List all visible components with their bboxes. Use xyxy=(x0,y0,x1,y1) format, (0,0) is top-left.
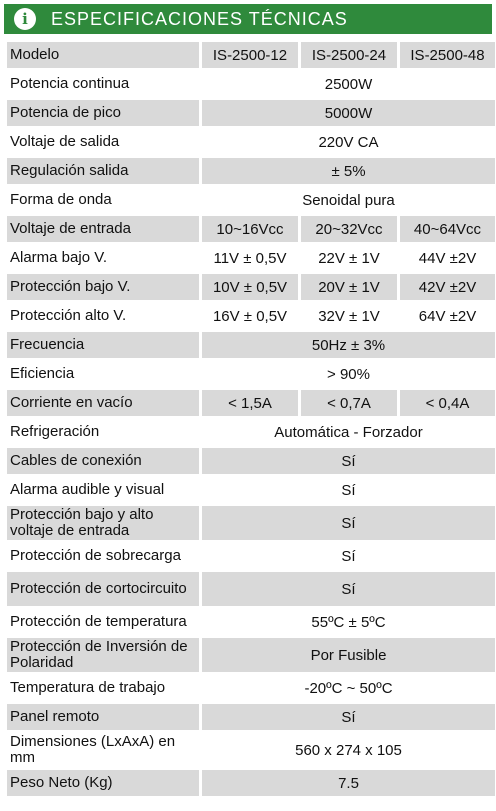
column-header-24v: IS-2500-24 xyxy=(301,42,397,68)
spec-value: > 90% xyxy=(327,365,370,383)
spec-label: Potencia continua xyxy=(10,75,130,92)
spec-value: -20ºC ~ 50ºC xyxy=(304,679,393,697)
spec-label: Protección de sobrecarga xyxy=(10,547,181,564)
spec-value: 11V ± 0,5V xyxy=(213,249,287,267)
spec-value: Por Fusible xyxy=(202,638,495,672)
spec-value: Sí xyxy=(341,547,356,565)
spec-value: 10V ± 0,5V xyxy=(202,274,298,300)
spec-label: Protección bajo V. xyxy=(7,274,199,300)
spec-value: 32V ± 1V xyxy=(318,307,380,325)
specs-table: Modelo IS-2500-12 IS-2500-24 IS-2500-48 … xyxy=(4,39,496,799)
spec-value: 20V ± 1V xyxy=(301,274,397,300)
table-row: Temperatura de trabajo -20ºC ~ 50ºC xyxy=(7,675,495,701)
table-row: Regulación salida ± 5% xyxy=(7,158,495,184)
spec-label: Corriente en vacío xyxy=(7,390,199,416)
spec-label: Cables de conexión xyxy=(7,448,199,474)
spec-label: Protección de cortocircuito xyxy=(7,572,199,606)
table-row: Eficiencia > 90% xyxy=(7,361,495,387)
table-row: Alarma bajo V. 11V ± 0,5V 22V ± 1V 44V ±2V xyxy=(7,245,495,271)
spec-value: 42V ±2V xyxy=(400,274,495,300)
spec-label: Protección de temperatura xyxy=(10,613,187,630)
spec-label: Regulación salida xyxy=(7,158,199,184)
table-row: Forma de onda Senoidal pura xyxy=(7,187,495,213)
spec-label: Voltaje de entrada xyxy=(7,216,199,242)
spec-label: Alarma audible y visual xyxy=(10,481,165,498)
spec-value: 64V ±2V xyxy=(418,307,477,325)
spec-label: Temperatura de trabajo xyxy=(10,679,166,696)
table-row: Protección de sobrecarga Sí xyxy=(7,543,495,569)
spec-label: Voltaje de salida xyxy=(10,133,120,150)
spec-value: 40~64Vcc xyxy=(400,216,495,242)
spec-value: 22V ± 1V xyxy=(318,249,380,267)
spec-value: 560 x 274 x 105 xyxy=(295,741,402,759)
spec-value: Sí xyxy=(202,572,495,606)
table-row: Potencia continua 2500W xyxy=(7,71,495,97)
spec-value: Sí xyxy=(341,481,356,499)
table-row: Protección alto V. 16V ± 0,5V 32V ± 1V 64V … xyxy=(7,303,495,329)
column-header-48v: IS-2500-48 xyxy=(400,42,495,68)
spec-value: Sí xyxy=(202,704,495,730)
section-header: i ESPECIFICACIONES TÉCNICAS xyxy=(4,4,492,34)
section-title: ESPECIFICACIONES TÉCNICAS xyxy=(51,8,348,29)
spec-value: < 0,4A xyxy=(400,390,495,416)
spec-value: 44V ±2V xyxy=(418,249,477,267)
spec-label: Protección de Inversión de Polaridad xyxy=(7,638,199,672)
table-row: Potencia de pico 5000W xyxy=(7,100,495,126)
spec-value: 50Hz ± 3% xyxy=(202,332,495,358)
spec-value: Senoidal pura xyxy=(302,191,395,209)
spec-value: 220V CA xyxy=(318,133,379,151)
spec-value: Sí xyxy=(202,448,495,474)
spec-value: Sí xyxy=(202,506,495,540)
table-row: Voltaje de entrada 10~16Vcc 20~32Vcc 40~64V… xyxy=(7,216,495,242)
spec-label: Peso Neto (Kg) xyxy=(7,770,199,796)
column-header-model: Modelo xyxy=(7,42,199,68)
spec-label: Alarma bajo V. xyxy=(10,249,108,266)
table-row: Frecuencia 50Hz ± 3% xyxy=(7,332,495,358)
column-header-12v: IS-2500-12 xyxy=(202,42,298,68)
spec-value: 5000W xyxy=(202,100,495,126)
spec-label: Panel remoto xyxy=(7,704,199,730)
spec-label: Protección alto V. xyxy=(10,307,127,324)
spec-value: Automática - Forzador xyxy=(274,423,423,441)
table-row: Protección de cortocircuito Sí xyxy=(7,572,495,606)
spec-value: < 0,7A xyxy=(301,390,397,416)
spec-label: Frecuencia xyxy=(7,332,199,358)
spec-label: Eficiencia xyxy=(10,365,75,382)
table-row: Protección de Inversión de Polaridad Por … xyxy=(7,638,495,672)
spec-value: ± 5% xyxy=(202,158,495,184)
spec-label: Forma de onda xyxy=(10,191,112,208)
spec-label: Protección bajo y alto voltaje de entrad… xyxy=(7,506,199,540)
spec-value: 55ºC ± 5ºC xyxy=(311,613,386,631)
info-icon: i xyxy=(14,8,36,30)
spec-value: 16V ± 0,5V xyxy=(212,307,288,325)
table-row: Peso Neto (Kg) 7.5 xyxy=(7,770,495,796)
spec-value: 2500W xyxy=(324,75,373,93)
table-row: Cables de conexión Sí xyxy=(7,448,495,474)
table-row: Dimensiones (LxAxA) en mm 560 x 274 x 105 xyxy=(7,733,495,767)
table-row: Protección de temperatura 55ºC ± 5ºC xyxy=(7,609,495,635)
table-row: Protección bajo y alto voltaje de entrad… xyxy=(7,506,495,540)
spec-value: < 1,5A xyxy=(202,390,298,416)
spec-value: 7.5 xyxy=(202,770,495,796)
spec-label: Refrigeración xyxy=(10,423,100,440)
table-row: Refrigeración Automática - Forzador xyxy=(7,419,495,445)
spec-value: 20~32Vcc xyxy=(301,216,397,242)
table-row: Corriente en vacío < 1,5A < 0,7A < 0,4A xyxy=(7,390,495,416)
table-row: Alarma audible y visual Sí xyxy=(7,477,495,503)
table-row: Voltaje de salida 220V CA xyxy=(7,129,495,155)
spec-value: 10~16Vcc xyxy=(202,216,298,242)
table-header-row: Modelo IS-2500-12 IS-2500-24 IS-2500-48 xyxy=(7,42,495,68)
table-row: Protección bajo V. 10V ± 0,5V 20V ± 1V 42V … xyxy=(7,274,495,300)
table-row: Panel remoto Sí xyxy=(7,704,495,730)
spec-label: Potencia de pico xyxy=(7,100,199,126)
spec-label: Dimensiones (LxAxA) en mm xyxy=(10,733,176,766)
